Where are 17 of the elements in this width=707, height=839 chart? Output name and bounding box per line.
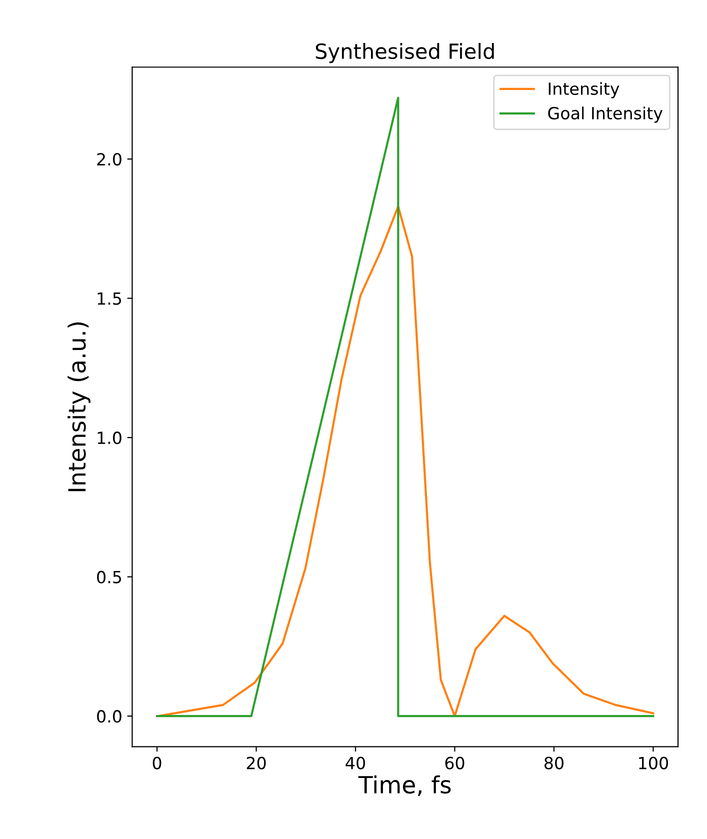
y-tick-label: 0.5 — [97, 570, 122, 584]
y-tick-label: 2.0 — [97, 152, 122, 166]
x-tick-label: 0 — [152, 756, 162, 770]
y-tick-label: 1.0 — [98, 432, 122, 444]
legend-label: Intensity — [548, 82, 620, 98]
y-axis-title: Intensity (a.u.) — [68, 322, 90, 492]
legend-label: Goal Intensity — [548, 106, 663, 123]
x-tick-label: 100 — [639, 756, 668, 770]
x-tick-label: 20 — [246, 756, 266, 770]
x-tick-label: 80 — [544, 756, 564, 770]
x-tick-label: 40 — [346, 756, 365, 770]
y-tick-label: 0.0 — [97, 710, 122, 723]
x-tick-label: 60 — [445, 756, 464, 770]
line-series — [157, 205, 654, 718]
chart-title: Synthesised Field — [316, 42, 494, 64]
y-tick-label: 1.5 — [98, 292, 122, 305]
x-axis-title: Time, fs — [358, 775, 451, 796]
